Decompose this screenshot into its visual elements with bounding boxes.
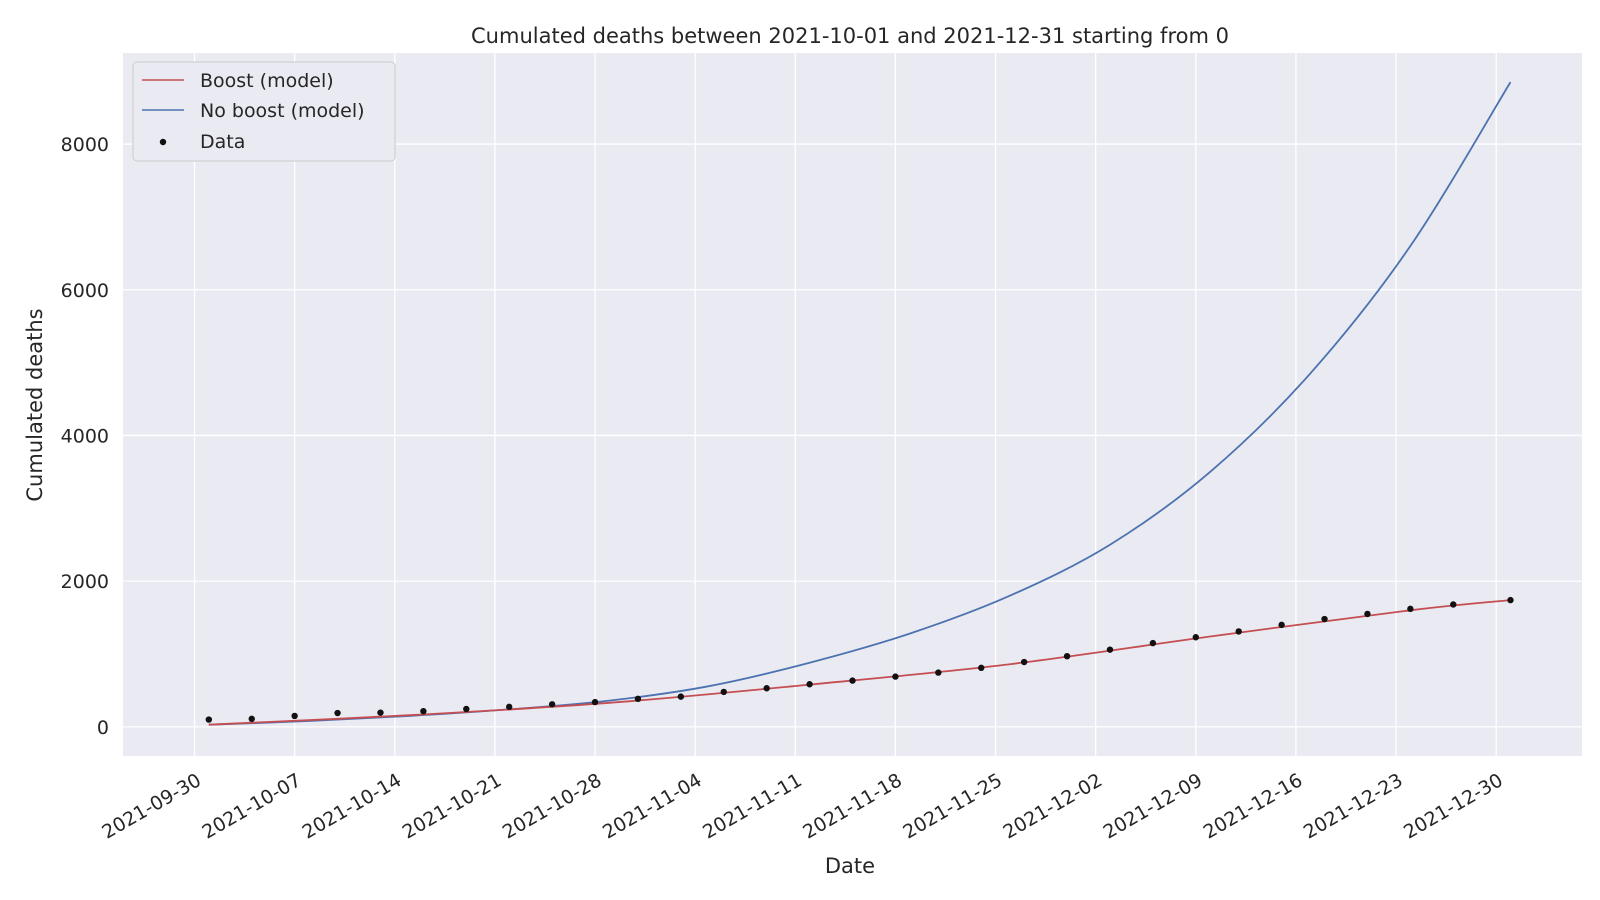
y-tick-label: 4000 bbox=[61, 425, 109, 447]
x-tick-label: 2021-10-07 bbox=[199, 769, 306, 843]
data-point bbox=[849, 677, 856, 684]
data-point bbox=[720, 688, 727, 696]
x-tick-label: 2021-09-30 bbox=[98, 769, 205, 843]
data-point bbox=[1507, 596, 1514, 604]
x-tick-label: 2021-10-28 bbox=[499, 769, 606, 843]
x-tick-label: 2021-11-04 bbox=[599, 769, 706, 843]
data-point bbox=[978, 664, 985, 672]
data-point bbox=[677, 693, 685, 700]
chart-title: Cumulated deaths between 2021-10-01 and … bbox=[471, 24, 1229, 48]
data-point bbox=[892, 673, 899, 680]
x-tick-label: 2021-12-09 bbox=[1100, 769, 1207, 843]
plot-area bbox=[123, 53, 1582, 756]
data-point bbox=[420, 707, 427, 715]
data-point bbox=[1450, 601, 1457, 608]
data-point bbox=[1321, 615, 1328, 623]
x-tick-label: 2021-12-23 bbox=[1300, 769, 1407, 843]
series-layer bbox=[205, 81, 1514, 726]
y-axis-label: Cumulated deaths bbox=[23, 308, 47, 501]
data-point bbox=[1063, 652, 1071, 660]
data-point bbox=[291, 712, 298, 720]
data-point bbox=[205, 716, 213, 723]
x-tick-label: 2021-12-02 bbox=[1000, 769, 1107, 843]
x-tick-label: 2021-12-30 bbox=[1400, 769, 1507, 843]
legend-swatch-data bbox=[159, 138, 167, 146]
data-point bbox=[1364, 610, 1371, 618]
y-tick-label: 2000 bbox=[61, 571, 109, 593]
x-tick-label: 2021-11-11 bbox=[699, 769, 806, 843]
series-line-boost bbox=[208, 599, 1511, 726]
legend-box bbox=[132, 61, 396, 162]
data-point bbox=[634, 695, 642, 703]
data-point bbox=[506, 703, 513, 711]
data-point bbox=[1407, 605, 1414, 613]
data-point bbox=[1106, 646, 1114, 653]
x-tick-label: 2021-10-21 bbox=[399, 769, 506, 843]
legend-label-data: Data bbox=[200, 131, 245, 153]
data-point bbox=[763, 685, 770, 692]
data-point bbox=[935, 669, 942, 676]
data-point bbox=[1020, 658, 1028, 666]
x-tick-label: 2021-12-16 bbox=[1200, 769, 1307, 843]
data-point bbox=[1278, 621, 1285, 629]
legend: Boost (model) No boost (model) Data bbox=[132, 61, 396, 162]
y-tick-label: 6000 bbox=[61, 280, 109, 302]
data-point bbox=[463, 705, 470, 713]
x-axis-label: Date bbox=[825, 854, 875, 878]
data-point bbox=[1149, 639, 1157, 647]
data-point bbox=[248, 715, 255, 723]
x-tick-label: 2021-11-18 bbox=[799, 769, 906, 843]
data-point bbox=[334, 709, 341, 717]
y-tick-label: 0 bbox=[97, 717, 109, 739]
data-point bbox=[1192, 634, 1199, 641]
data-point bbox=[1235, 628, 1242, 635]
data-point bbox=[591, 698, 599, 706]
x-tick-label: 2021-11-25 bbox=[899, 769, 1006, 843]
data-point bbox=[806, 681, 813, 688]
x-tick-label: 2021-10-14 bbox=[299, 769, 406, 843]
data-point bbox=[377, 709, 384, 716]
y-tick-label: 8000 bbox=[61, 134, 109, 156]
data-point bbox=[548, 701, 556, 708]
legend-label-no-boost: No boost (model) bbox=[200, 100, 365, 122]
legend-label-boost: Boost (model) bbox=[200, 70, 334, 92]
